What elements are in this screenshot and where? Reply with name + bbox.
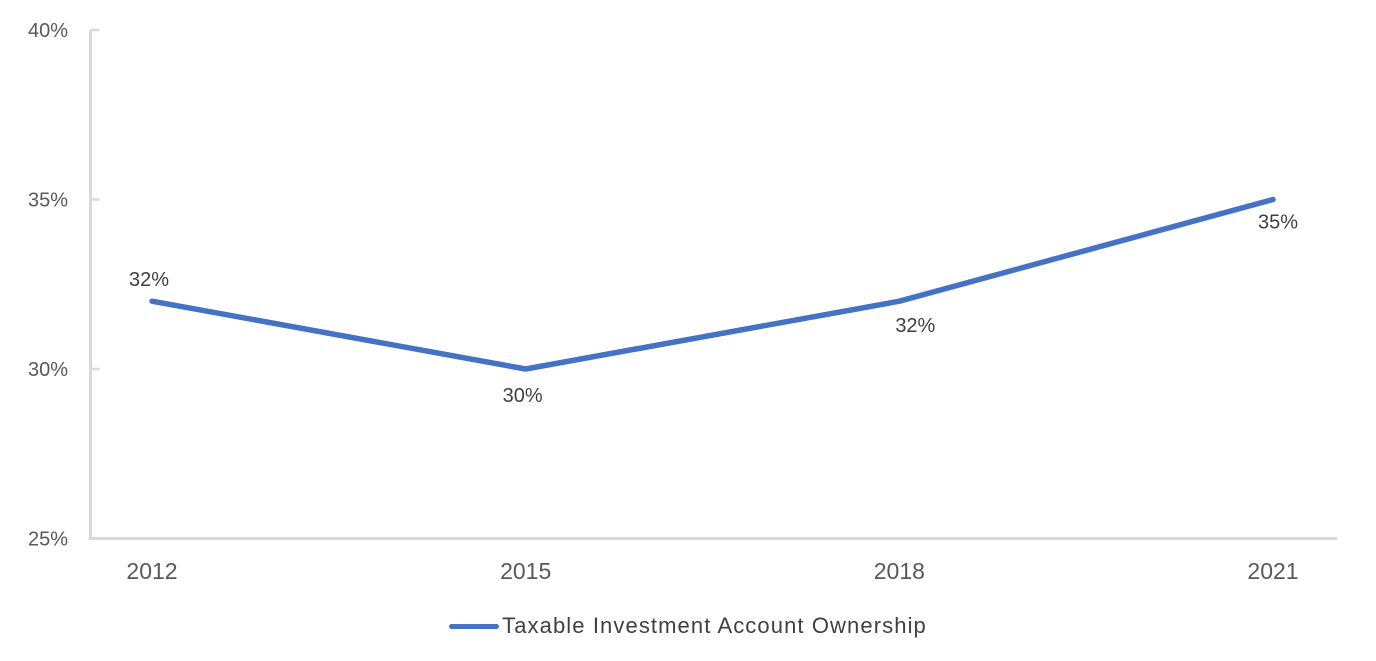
x-category-label: 2021: [1247, 558, 1298, 584]
x-category-label: 2012: [126, 558, 177, 584]
y-tick-label: 30%: [28, 359, 68, 381]
data-label: 35%: [1258, 212, 1298, 234]
data-label: 32%: [895, 315, 935, 337]
data-label: 30%: [503, 385, 543, 407]
series-line: [149, 196, 1276, 372]
legend: Taxable Investment Account Ownership: [0, 612, 1376, 640]
y-tick-label: 35%: [28, 190, 68, 212]
chart-plot-area: 40% 35% 30% 25% 2012 2015 2018 2021 32% 30% 32% 35%: [28, 20, 1337, 584]
data-label: 32%: [129, 269, 169, 291]
legend-series-label: Taxable Investment Account Ownership: [502, 613, 927, 638]
legend-line-swatch: [449, 623, 500, 629]
y-tick-label: 25%: [28, 529, 68, 551]
x-category-label: 2018: [874, 558, 925, 584]
y-tick-label: 40%: [28, 20, 68, 42]
x-category-label: 2015: [500, 558, 551, 584]
